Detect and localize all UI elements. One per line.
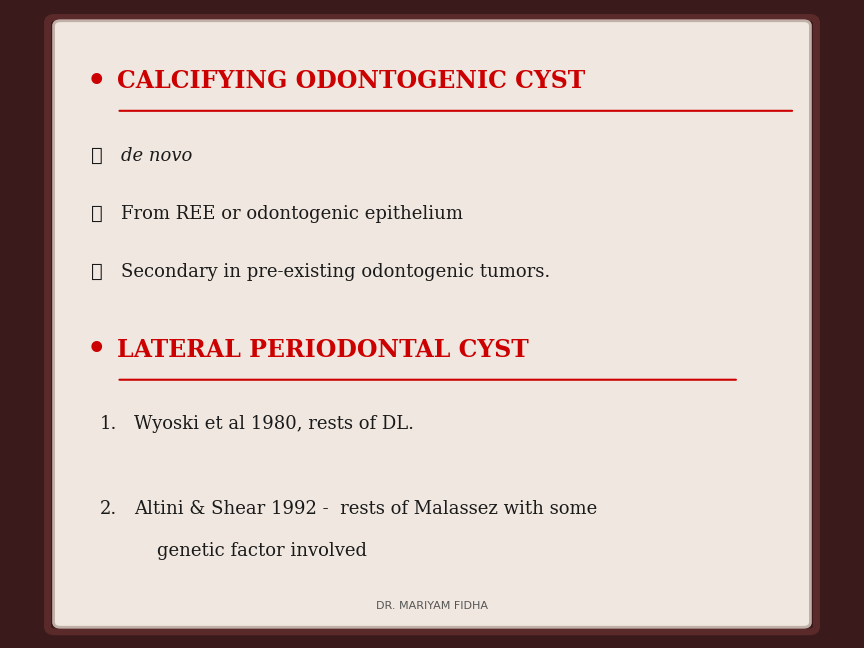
Text: Altini & Shear 1992 -  rests of Malassez with some: Altini & Shear 1992 - rests of Malassez …	[134, 500, 597, 518]
Text: 2.: 2.	[99, 500, 117, 518]
Text: DR. MARIYAM FIDHA: DR. MARIYAM FIDHA	[376, 601, 488, 611]
Text: Wyoski et al 1980, rests of DL.: Wyoski et al 1980, rests of DL.	[134, 415, 414, 434]
Text: •: •	[86, 334, 106, 365]
Text: de novo: de novo	[121, 146, 193, 165]
Text: LATERAL PERIODONTAL CYST: LATERAL PERIODONTAL CYST	[117, 338, 529, 362]
FancyBboxPatch shape	[54, 21, 810, 627]
Text: ✓: ✓	[91, 205, 103, 223]
Text: ✓: ✓	[91, 263, 103, 281]
Text: From REE or odontogenic epithelium: From REE or odontogenic epithelium	[121, 205, 463, 223]
Text: 1.: 1.	[99, 415, 117, 434]
Text: •: •	[86, 65, 106, 97]
Text: CALCIFYING ODONTOGENIC CYST: CALCIFYING ODONTOGENIC CYST	[117, 69, 585, 93]
Text: ✓: ✓	[91, 146, 103, 165]
Text: genetic factor involved: genetic factor involved	[134, 542, 367, 560]
Text: Secondary in pre-existing odontogenic tumors.: Secondary in pre-existing odontogenic tu…	[121, 263, 550, 281]
